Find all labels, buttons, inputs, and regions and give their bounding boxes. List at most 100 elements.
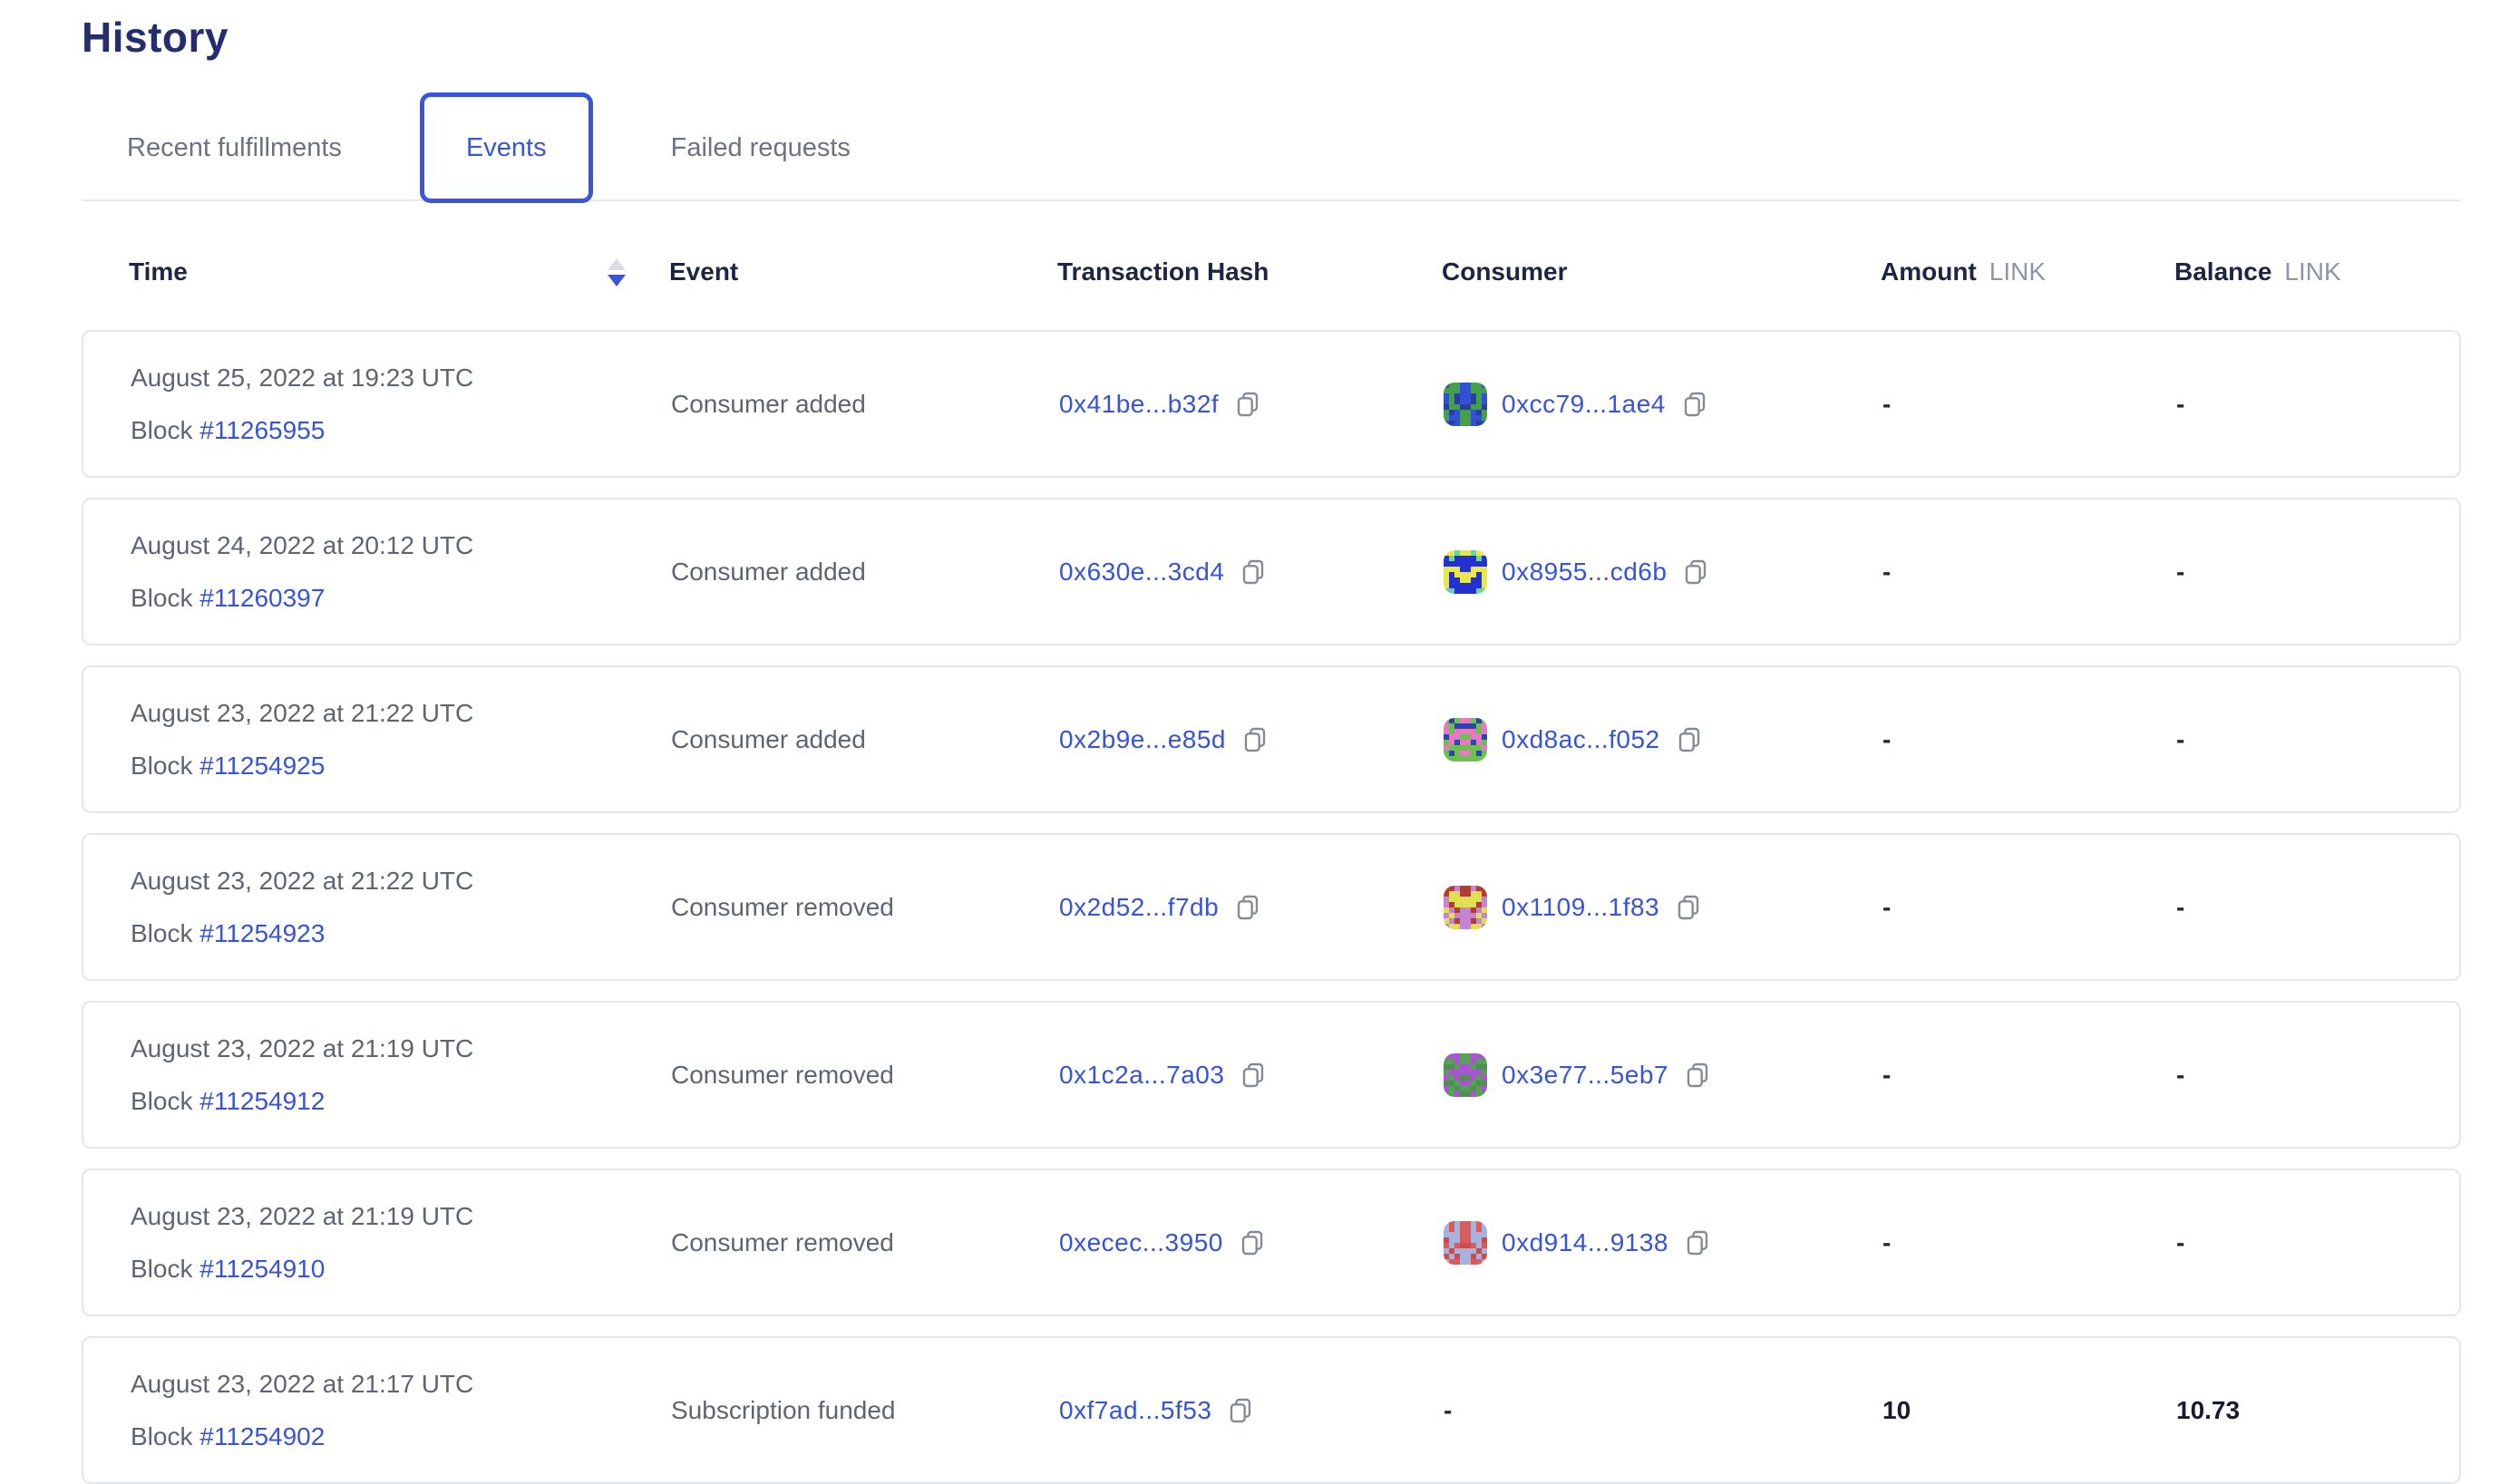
block-number-link[interactable]: #11260397: [199, 583, 326, 612]
consumer-cell: 0x1109...1f83: [1444, 885, 1882, 929]
event-timestamp: August 23, 2022 at 21:19 UTC: [131, 1033, 474, 1062]
event-type: Subscription funded: [671, 1395, 896, 1424]
copy-icon[interactable]: [1233, 390, 1262, 419]
copy-icon[interactable]: [1238, 1228, 1267, 1257]
balance-value: 10.73: [2176, 1395, 2241, 1424]
table-row: August 23, 2022 at 21:19 UTC Block #1125…: [82, 1001, 2461, 1149]
transaction-hash-link[interactable]: 0xecec...3950: [1059, 1227, 1223, 1256]
sort-icon[interactable]: [608, 257, 626, 286]
consumer-identicon: [1444, 1052, 1487, 1097]
balance-value: -: [2176, 1227, 2185, 1256]
block-label: Block: [131, 1254, 193, 1283]
block-number-link[interactable]: #11254925: [199, 751, 326, 780]
amount-value: 10: [1882, 1395, 1911, 1424]
table-row: August 23, 2022 at 21:19 UTC Block #1125…: [82, 1169, 2461, 1316]
consumer-cell: 0x8955...cd6b: [1444, 549, 1882, 594]
block-number-link[interactable]: #11254923: [199, 918, 326, 947]
page-title: History: [82, 14, 229, 61]
transaction-hash-cell: 0x2b9e...e85d: [1059, 725, 1444, 754]
table-row: August 23, 2022 at 21:22 UTC Block #1125…: [82, 833, 2461, 981]
consumer-identicon: [1444, 382, 1487, 426]
consumer-address-link[interactable]: 0x1109...1f83: [1502, 892, 1660, 921]
balance-value: -: [2176, 724, 2185, 753]
tab-label: Failed requests: [670, 132, 851, 162]
balance-value: -: [2176, 557, 2185, 586]
consumer-identicon: [1444, 717, 1487, 761]
copy-icon[interactable]: [1683, 1061, 1712, 1090]
block-label: Block: [131, 1086, 193, 1115]
consumer-identicon: [1444, 885, 1487, 929]
transaction-hash-link[interactable]: 0x630e...3cd4: [1059, 557, 1225, 586]
consumer-address-link[interactable]: 0x3e77...5eb7: [1502, 1060, 1668, 1089]
consumer-cell: 0x3e77...5eb7: [1444, 1052, 1882, 1097]
consumer-address-link[interactable]: 0xd8ac...f052: [1502, 724, 1660, 753]
amount-value: -: [1882, 1227, 1892, 1256]
time-cell: August 23, 2022 at 21:17 UTC Block #1125…: [131, 1370, 671, 1451]
time-cell: August 23, 2022 at 21:19 UTC Block #1125…: [131, 1034, 671, 1116]
transaction-hash-link[interactable]: 0x2b9e...e85d: [1059, 724, 1226, 753]
transaction-hash-link[interactable]: 0x41be...b32f: [1059, 389, 1220, 418]
block-label: Block: [131, 415, 193, 444]
copy-icon[interactable]: [1683, 1228, 1712, 1257]
copy-icon[interactable]: [1240, 725, 1269, 754]
amount-value: -: [1882, 557, 1892, 586]
tab-bar: Recent fulfillments Events Failed reques…: [82, 91, 2461, 205]
balance-value: -: [2176, 892, 2185, 921]
copy-icon[interactable]: [1675, 725, 1704, 754]
tab-failed-requests[interactable]: Failed requests: [626, 91, 896, 205]
copy-icon[interactable]: [1674, 893, 1703, 922]
table-row: August 23, 2022 at 21:17 UTC Block #1125…: [82, 1336, 2461, 1484]
block-number-link[interactable]: #11254910: [199, 1254, 326, 1283]
tab-label: Events: [465, 132, 547, 162]
block-line: Block #11254923: [131, 919, 671, 948]
copy-icon[interactable]: [1239, 558, 1268, 587]
transaction-hash-cell: 0x630e...3cd4: [1059, 558, 1444, 587]
consumer-address-link[interactable]: 0xd914...9138: [1502, 1227, 1668, 1256]
copy-icon[interactable]: [1680, 390, 1709, 419]
events-table-body: August 25, 2022 at 19:23 UTC Block #1126…: [82, 330, 2461, 1484]
block-number-link[interactable]: #11265955: [199, 415, 326, 444]
event-timestamp: August 23, 2022 at 21:17 UTC: [131, 1369, 474, 1398]
copy-icon[interactable]: [1681, 558, 1710, 587]
column-header-time: Time: [129, 257, 188, 286]
transaction-hash-link[interactable]: 0xf7ad...5f53: [1059, 1395, 1212, 1424]
consumer-address-link[interactable]: 0xcc79...1ae4: [1502, 389, 1666, 418]
consumer-address-link[interactable]: 0x8955...cd6b: [1502, 557, 1668, 586]
transaction-hash-cell: 0x2d52...f7db: [1059, 893, 1444, 922]
block-line: Block #11265955: [131, 416, 671, 445]
balance-unit: LINK: [2284, 257, 2341, 286]
copy-icon[interactable]: [1239, 1061, 1268, 1090]
event-type: Consumer removed: [671, 892, 894, 921]
block-number-link[interactable]: #11254912: [199, 1086, 326, 1115]
history-page: History Recent fulfillments Events Faile…: [82, 13, 2461, 1484]
transaction-hash-cell: 0xecec...3950: [1059, 1228, 1444, 1257]
block-line: Block #11254902: [131, 1422, 671, 1451]
column-header-transaction-hash: Transaction Hash: [1057, 257, 1269, 286]
tab-divider: [82, 199, 2461, 201]
tab-recent-fulfillments[interactable]: Recent fulfillments: [82, 91, 387, 205]
consumer-cell: 0xcc79...1ae4: [1444, 382, 1882, 426]
copy-icon[interactable]: [1226, 1396, 1255, 1425]
time-cell: August 23, 2022 at 21:19 UTC Block #1125…: [131, 1202, 671, 1284]
block-label: Block: [131, 918, 193, 947]
sort-asc-icon: [608, 257, 626, 270]
tab-events[interactable]: Events: [419, 92, 593, 203]
transaction-hash-link[interactable]: 0x1c2a...7a03: [1059, 1060, 1225, 1089]
transaction-hash-link[interactable]: 0x2d52...f7db: [1059, 892, 1220, 921]
amount-unit: LINK: [1989, 257, 2047, 286]
event-timestamp: August 23, 2022 at 21:22 UTC: [131, 698, 474, 727]
amount-value: -: [1882, 1060, 1892, 1089]
table-row: August 24, 2022 at 20:12 UTC Block #1126…: [82, 498, 2461, 645]
event-timestamp: August 25, 2022 at 19:23 UTC: [131, 363, 474, 392]
consumer-address-link: -: [1444, 1395, 1453, 1424]
tab-label: Recent fulfillments: [127, 132, 342, 162]
block-number-link[interactable]: #11254902: [199, 1421, 326, 1450]
block-line: Block #11254925: [131, 752, 671, 781]
event-timestamp: August 24, 2022 at 20:12 UTC: [131, 530, 474, 559]
column-header-event: Event: [669, 257, 739, 286]
amount-value: -: [1882, 892, 1892, 921]
column-header-balance: Balance LINK: [2174, 257, 2341, 286]
event-type: Consumer removed: [671, 1060, 894, 1089]
column-header-amount: Amount LINK: [1881, 257, 2047, 286]
copy-icon[interactable]: [1233, 893, 1262, 922]
